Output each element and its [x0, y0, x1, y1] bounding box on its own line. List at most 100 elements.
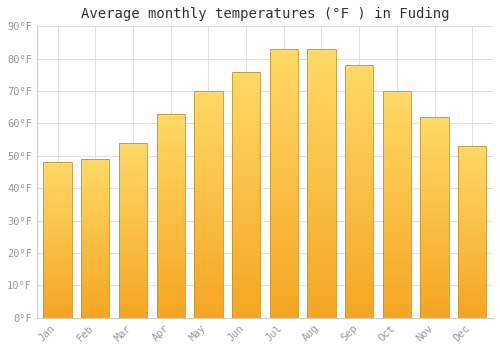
Bar — [194, 204, 222, 209]
Bar — [458, 284, 486, 287]
Bar — [232, 254, 260, 259]
Bar — [383, 245, 411, 250]
Bar — [458, 287, 486, 290]
Bar — [232, 165, 260, 170]
Bar — [232, 136, 260, 141]
Bar — [383, 277, 411, 282]
Bar — [119, 223, 147, 227]
Bar — [44, 212, 72, 215]
Bar — [345, 222, 374, 227]
Bar — [156, 212, 185, 216]
Bar — [119, 188, 147, 192]
Bar — [458, 146, 486, 149]
Bar — [420, 209, 449, 214]
Bar — [156, 167, 185, 171]
Bar — [232, 111, 260, 116]
Bar — [44, 228, 72, 231]
Bar — [44, 231, 72, 234]
Bar — [458, 273, 486, 276]
Bar — [308, 108, 336, 113]
Bar — [270, 130, 298, 135]
Bar — [232, 160, 260, 165]
Bar — [119, 216, 147, 220]
Bar — [420, 274, 449, 278]
Bar — [270, 124, 298, 130]
Bar — [232, 106, 260, 111]
Bar — [119, 307, 147, 311]
Bar — [119, 153, 147, 157]
Bar — [119, 164, 147, 167]
Bar — [270, 270, 298, 275]
Bar — [44, 175, 72, 178]
Bar — [308, 275, 336, 280]
Bar — [458, 297, 486, 301]
Bar — [383, 123, 411, 127]
Bar — [81, 270, 110, 273]
Bar — [81, 223, 110, 226]
Bar — [345, 106, 374, 111]
Bar — [383, 155, 411, 159]
Bar — [270, 119, 298, 124]
Bar — [44, 265, 72, 268]
Bar — [383, 114, 411, 118]
Bar — [232, 200, 260, 205]
Bar — [308, 189, 336, 194]
Bar — [270, 253, 298, 259]
Bar — [308, 49, 336, 54]
Bar — [308, 232, 336, 237]
Bar — [345, 267, 374, 272]
Bar — [308, 167, 336, 173]
Bar — [119, 178, 147, 181]
Bar — [194, 259, 222, 264]
Bar — [81, 204, 110, 207]
Bar — [156, 179, 185, 183]
Bar — [156, 289, 185, 293]
Bar — [308, 65, 336, 70]
Bar — [81, 178, 110, 181]
Bar — [232, 229, 260, 234]
Bar — [458, 222, 486, 225]
Bar — [156, 314, 185, 318]
Bar — [81, 166, 110, 169]
Bar — [270, 259, 298, 264]
Bar — [194, 109, 222, 114]
Bar — [232, 82, 260, 86]
Bar — [232, 303, 260, 308]
Bar — [194, 295, 222, 300]
Bar — [308, 243, 336, 248]
Bar — [345, 151, 374, 156]
Bar — [420, 278, 449, 282]
Bar — [44, 194, 72, 197]
Bar — [119, 314, 147, 318]
Bar — [270, 146, 298, 151]
Bar — [458, 263, 486, 266]
Bar — [81, 299, 110, 302]
Bar — [345, 206, 374, 212]
Bar — [420, 310, 449, 314]
Bar — [308, 296, 336, 302]
Bar — [81, 184, 110, 188]
Bar — [44, 287, 72, 290]
Bar — [270, 156, 298, 162]
Bar — [232, 116, 260, 121]
Bar — [458, 242, 486, 246]
Bar — [383, 286, 411, 290]
Bar — [156, 114, 185, 318]
Bar — [383, 259, 411, 264]
Bar — [420, 261, 449, 266]
Bar — [232, 313, 260, 318]
Bar — [119, 234, 147, 237]
Bar — [44, 197, 72, 200]
Bar — [156, 208, 185, 212]
Bar — [44, 296, 72, 299]
Bar — [420, 246, 449, 250]
Bar — [194, 300, 222, 304]
Bar — [458, 170, 486, 174]
Bar — [270, 226, 298, 232]
Bar — [420, 133, 449, 137]
Bar — [345, 75, 374, 80]
Bar — [458, 201, 486, 204]
Bar — [270, 173, 298, 178]
Bar — [232, 195, 260, 200]
Bar — [81, 241, 110, 245]
